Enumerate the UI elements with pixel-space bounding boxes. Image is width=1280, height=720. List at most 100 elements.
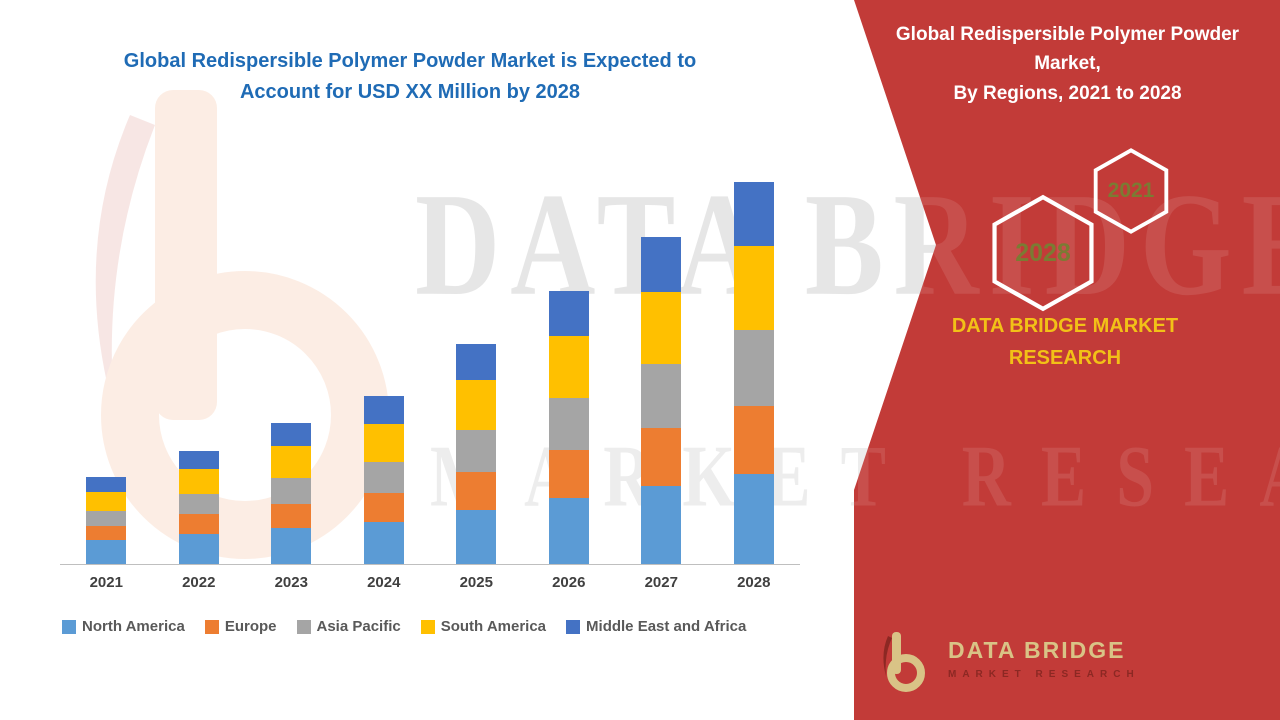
x-axis-label: 2021 [89, 574, 123, 591]
bar-stack [271, 423, 312, 564]
bar-column-2024 [338, 165, 431, 564]
bar-segment-middle-east-and-africa [363, 396, 404, 424]
legend-swatch-icon [566, 619, 581, 634]
bar-segment-south-america [86, 492, 127, 511]
bar-segment-middle-east-and-africa [548, 291, 589, 336]
bar-segment-north-america [641, 486, 682, 564]
hexagon-year-label: 2021 [1107, 179, 1155, 202]
bar-segment-middle-east-and-africa [178, 451, 219, 469]
bar-segment-asia-pacific [363, 462, 404, 493]
legend-swatch-icon [204, 619, 219, 634]
footer-brand-name: DATA BRIDGE [948, 637, 1126, 663]
side-panel: DATA BRIDGE MARKET RESEARCH Global Redis… [854, 0, 1280, 720]
hexagon-2028: 2028 [990, 194, 1096, 312]
legend-item-asia-pacific: Asia Pacific [296, 618, 401, 635]
bar-stack [456, 344, 497, 564]
legend-label: North America [82, 618, 185, 635]
legend-item-north-america: North America [62, 618, 185, 635]
bar-column-2026 [523, 165, 616, 564]
bar-segment-south-america [363, 424, 404, 462]
hexagon-outline-icon [1093, 148, 1169, 234]
footer-brand-tagline: MARKET RESEARCH [948, 669, 1140, 681]
plot-area [60, 165, 800, 565]
hexagon-2021: 2021 [1092, 148, 1170, 234]
bar-segment-asia-pacific [86, 511, 127, 526]
bar-column-2023 [245, 165, 338, 564]
bar-stack [86, 477, 127, 564]
bar-segment-middle-east-and-africa [641, 237, 682, 292]
bar-segment-asia-pacific [271, 478, 312, 504]
bar-segment-north-america [733, 474, 774, 564]
legend-label: Middle East and Africa [586, 618, 747, 635]
bar-segment-middle-east-and-africa [271, 423, 312, 446]
bar-segment-asia-pacific [641, 364, 682, 428]
bar-segment-south-america [456, 380, 497, 430]
x-axis-label: 2028 [737, 574, 771, 591]
bar-segment-middle-east-and-africa [733, 182, 774, 246]
x-axis-label: 2026 [552, 574, 586, 591]
legend-swatch-icon [62, 619, 76, 634]
bar-column-2028 [708, 165, 801, 564]
bar-segment-north-america [363, 522, 404, 564]
x-axis-label: 2023 [274, 574, 308, 591]
bar-column-2022 [153, 165, 246, 564]
bar-segment-middle-east-and-africa [456, 344, 497, 380]
hexagon-outline-icon [992, 194, 1094, 312]
legend-item-middle-east-and-africa: Middle East and Africa [566, 618, 746, 635]
x-axis-label: 2024 [367, 574, 401, 591]
legend-swatch-icon [296, 619, 311, 634]
bar-segment-middle-east-and-africa [86, 477, 127, 492]
bar-segment-north-america [548, 498, 589, 564]
legend-swatch-icon [420, 619, 435, 634]
bar-stack [641, 237, 682, 564]
panel-title: Global Redispersible Polymer Powder Mark… [895, 20, 1240, 108]
bar-column-2025 [430, 165, 523, 564]
bar-segment-north-america [271, 528, 312, 564]
bar-stack [733, 182, 774, 564]
hexagon-year-label: 2028 [1015, 238, 1071, 267]
bar-segment-europe [548, 450, 589, 498]
bar-stack [363, 396, 404, 564]
legend-label: South America [440, 618, 547, 635]
bar-column-2027 [615, 165, 708, 564]
bar-segment-north-america [178, 534, 219, 564]
bar-segment-europe [271, 504, 312, 528]
bar-segment-asia-pacific [733, 330, 774, 406]
bar-segment-europe [178, 514, 219, 534]
bar-segment-europe [86, 526, 127, 540]
brand-name-text: DATA BRIDGE MARKET RESEARCH [951, 315, 1179, 369]
bar-segment-asia-pacific [178, 494, 219, 514]
bar-segment-asia-pacific [548, 398, 589, 450]
legend-item-south-america: South America [420, 618, 547, 635]
bar-stack [178, 451, 219, 564]
bar-segment-south-america [641, 292, 682, 364]
x-axis-labels: 2021 2022 2023 2024 2025 2026 2027 2028 [60, 574, 800, 591]
chart-title: Global Redispersible Polymer Powder Mark… [55, 46, 765, 108]
bar-segment-north-america [456, 510, 497, 564]
x-axis-label: 2025 [459, 574, 493, 591]
x-axis-label: 2027 [644, 574, 678, 591]
x-axis-label: 2022 [182, 574, 216, 591]
bar-segment-europe [641, 428, 682, 486]
legend-item-europe: Europe [204, 618, 277, 635]
bar-chart: 2021 2022 2023 2024 2025 2026 2027 2028 [60, 165, 800, 591]
chart-legend: North America Europe Asia Pacific South Ame… [62, 618, 746, 635]
chart-title-line2: Account for USD XX Million by 2028 [239, 81, 581, 103]
data-bridge-logo-icon [883, 632, 925, 692]
bar-segment-north-america [86, 540, 127, 564]
bar-segment-europe [733, 406, 774, 474]
panel-watermark-text-2: MARKET RESEARCH [854, 426, 1280, 526]
bar-segment-south-america [733, 246, 774, 330]
footer-logo-text: DATA BRIDGE MARKET RESEARCH [948, 628, 1140, 680]
bar-segment-south-america [271, 446, 312, 478]
bar-segment-europe [456, 472, 497, 510]
bar-column-2021 [60, 165, 153, 564]
panel-subtitle: By Regions, 2021 to 2028 [953, 82, 1182, 104]
chart-title-line1: Global Redispersible Polymer Powder Mark… [123, 50, 697, 72]
bar-segment-south-america [548, 336, 589, 398]
bar-segment-asia-pacific [456, 430, 497, 472]
panel-title-text: Global Redispersible Polymer Powder Mark… [895, 24, 1240, 75]
bar-stack [548, 291, 589, 564]
legend-label: Asia Pacific [316, 618, 401, 635]
